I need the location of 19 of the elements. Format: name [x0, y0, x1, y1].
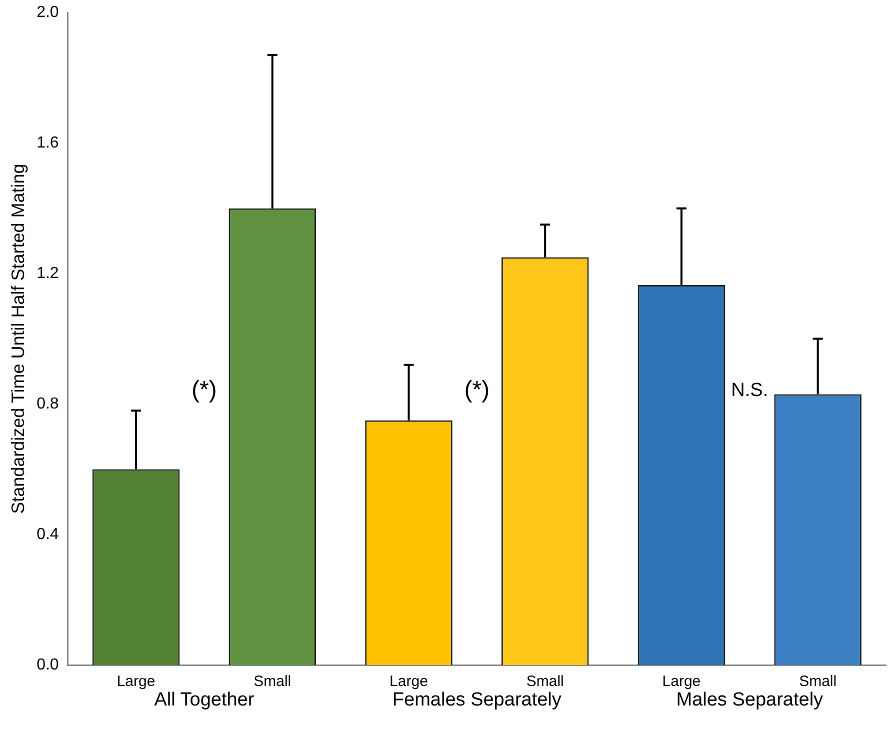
y-tick-label: 0.0	[36, 656, 59, 674]
y-tick-label: 2.0	[36, 4, 59, 22]
y-tick-label: 1.2	[36, 264, 59, 282]
text: All Together	[154, 690, 255, 711]
x-tick-label: Small	[254, 673, 292, 690]
text: Males Separately	[676, 690, 824, 711]
x-tick-label: Large	[662, 673, 701, 690]
x-tick-label: Small	[799, 673, 837, 690]
annotation: N.S.	[731, 380, 768, 402]
text: Females Separately	[392, 690, 562, 711]
y-tick-label: 0.4	[36, 526, 59, 543]
annotation: (*)	[192, 376, 217, 404]
x-tick-label: Small	[526, 673, 564, 690]
x-tick-label: Large	[116, 673, 156, 690]
y-axis-title: Standardized Time Until Half Started Mating	[8, 164, 28, 514]
annotation: (*)	[464, 376, 490, 404]
y-tick-label: 1.6	[36, 134, 59, 152]
y-tick-label: 0.8	[36, 395, 59, 412]
x-tick-label: Large	[390, 673, 428, 690]
